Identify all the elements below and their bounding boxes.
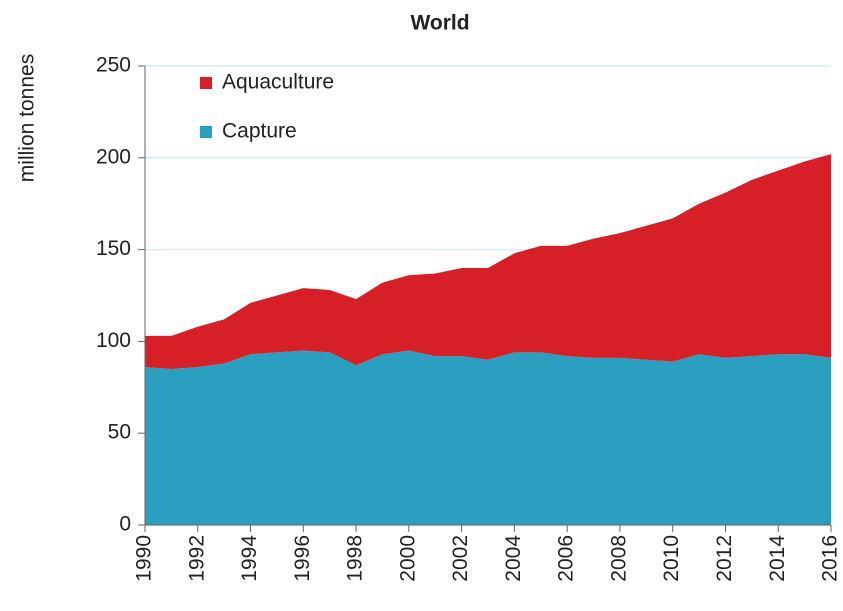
x-tick-label: 1998 (344, 535, 367, 582)
legend-label: Aquaculture (222, 71, 334, 94)
x-tick-label: 2002 (449, 535, 472, 582)
x-tick-label: 2004 (502, 535, 525, 582)
x-tick-label: 1996 (291, 535, 314, 582)
x-tick-label: 1990 (133, 535, 156, 582)
x-tick-label: 2014 (766, 535, 789, 582)
x-tick-label: 2008 (607, 535, 630, 582)
x-tick-label: 2016 (819, 535, 842, 582)
y-tick-label: 200 (96, 145, 131, 168)
area (145, 154, 831, 369)
chart-title: World (410, 12, 469, 35)
y-tick-label: 0 (119, 513, 131, 536)
y-axis-label: million tonnes (16, 54, 39, 182)
x-tick-label: 1992 (185, 535, 208, 582)
x-tick-label: 1994 (238, 535, 261, 582)
x-tick-label: 2012 (713, 535, 736, 582)
y-tick-label: 100 (96, 329, 131, 352)
legend-swatch (200, 77, 212, 89)
x-tick-label: 2010 (660, 535, 683, 582)
y-tick-label: 250 (96, 54, 131, 77)
y-tick-label: 50 (108, 421, 131, 444)
x-tick-label: 2006 (555, 535, 578, 582)
y-tick-label: 150 (96, 237, 131, 260)
legend-swatch (200, 126, 212, 138)
x-tick-label: 2000 (396, 535, 419, 582)
legend-label: Capture (222, 120, 297, 143)
area (145, 350, 831, 525)
